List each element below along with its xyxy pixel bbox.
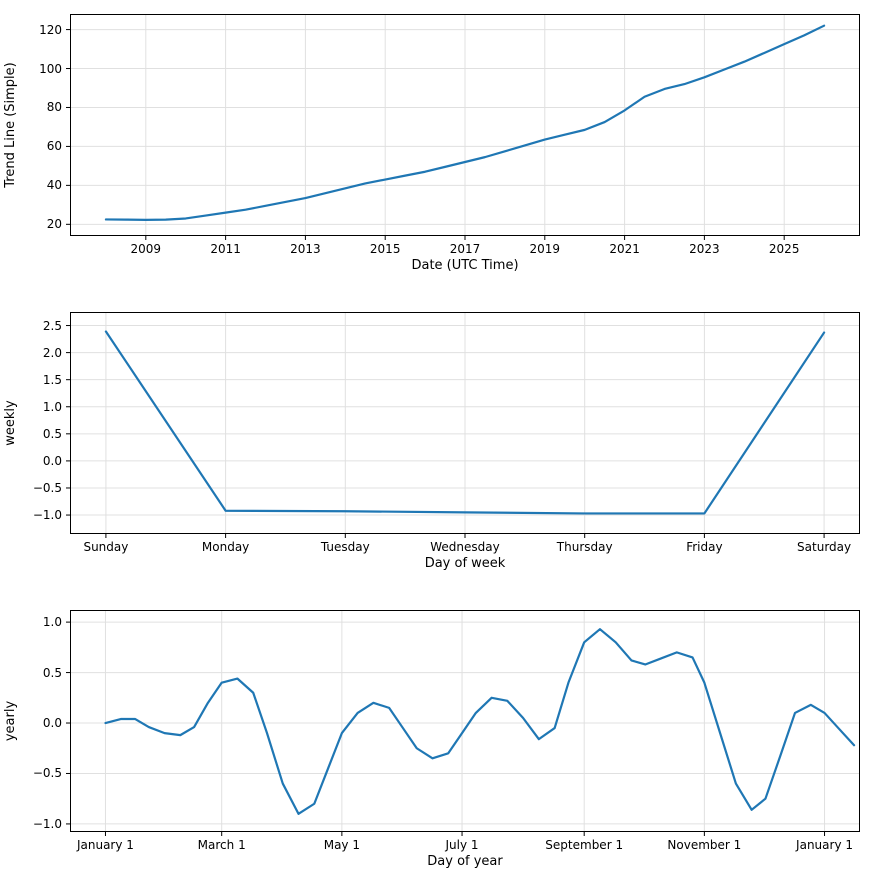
xtick-label: November 1 [667, 838, 741, 852]
ylabel-weekly: weekly [3, 400, 18, 445]
ytick-label: 40 [47, 178, 62, 192]
xtick-label: May 1 [324, 838, 360, 852]
xtick-label: 2011 [210, 242, 241, 256]
ytick-label: 2.5 [43, 319, 62, 333]
ytick-label: 1.0 [43, 615, 62, 629]
ytick-label: −0.5 [33, 766, 62, 780]
ytick-label: 60 [47, 139, 62, 153]
plot-trend [70, 14, 860, 236]
xtick-label: Saturday [797, 540, 851, 554]
figure: 2009 2011 2013 2015 2017 2019 2021 2023 2025 20 40… [0, 0, 886, 889]
ytick-label: −1.0 [33, 817, 62, 831]
xtick-label: July 1 [446, 838, 479, 852]
xlabel-yearly: Day of year [427, 854, 502, 869]
xlabel-weekly: Day of week [425, 556, 506, 571]
ytick-label: 0.0 [43, 716, 62, 730]
ylabel-yearly: yearly [3, 701, 18, 741]
xtick-label: March 1 [198, 838, 246, 852]
xtick-label: 2015 [370, 242, 401, 256]
panel-trend [70, 14, 860, 236]
xtick-label: Thursday [557, 540, 613, 554]
ytick-label: −1.0 [33, 508, 62, 522]
ytick-label: 20 [47, 217, 62, 231]
ytick-label: 1.5 [43, 373, 62, 387]
xtick-label: January 1 [796, 838, 853, 852]
plot-yearly [70, 610, 860, 832]
ytick-label: 1.0 [43, 400, 62, 414]
series-yearly [105, 629, 854, 814]
plot-weekly [70, 312, 860, 534]
xtick-label: 2013 [290, 242, 321, 256]
xtick-label: 2009 [131, 242, 162, 256]
ytick-label: 100 [39, 62, 62, 76]
xtick-label: 2019 [530, 242, 561, 256]
ytick-label: 2.0 [43, 346, 62, 360]
xlabel-trend: Date (UTC Time) [411, 258, 518, 273]
xtick-label: September 1 [545, 838, 623, 852]
xtick-label: Tuesday [321, 540, 370, 554]
xtick-label: 2025 [769, 242, 800, 256]
ylabel-trend: Trend Line (Simple) [3, 62, 18, 187]
xtick-label: Wednesday [430, 540, 499, 554]
panel-weekly [70, 312, 860, 534]
xtick-label: 2017 [450, 242, 481, 256]
xtick-label: 2023 [689, 242, 720, 256]
panel-yearly [70, 610, 860, 832]
ytick-label: 0.5 [43, 427, 62, 441]
xtick-label: Friday [686, 540, 722, 554]
ytick-label: 120 [39, 23, 62, 37]
xtick-label: Sunday [83, 540, 128, 554]
xtick-label: 2021 [609, 242, 640, 256]
ytick-label: −0.5 [33, 481, 62, 495]
xtick-label: Monday [202, 540, 249, 554]
xtick-label: January 1 [77, 838, 134, 852]
ytick-label: 0.0 [43, 454, 62, 468]
ytick-label: 0.5 [43, 666, 62, 680]
ytick-label: 80 [47, 100, 62, 114]
